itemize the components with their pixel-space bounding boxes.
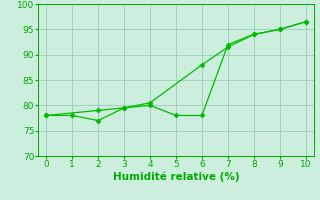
X-axis label: Humidité relative (%): Humidité relative (%) [113, 172, 239, 182]
